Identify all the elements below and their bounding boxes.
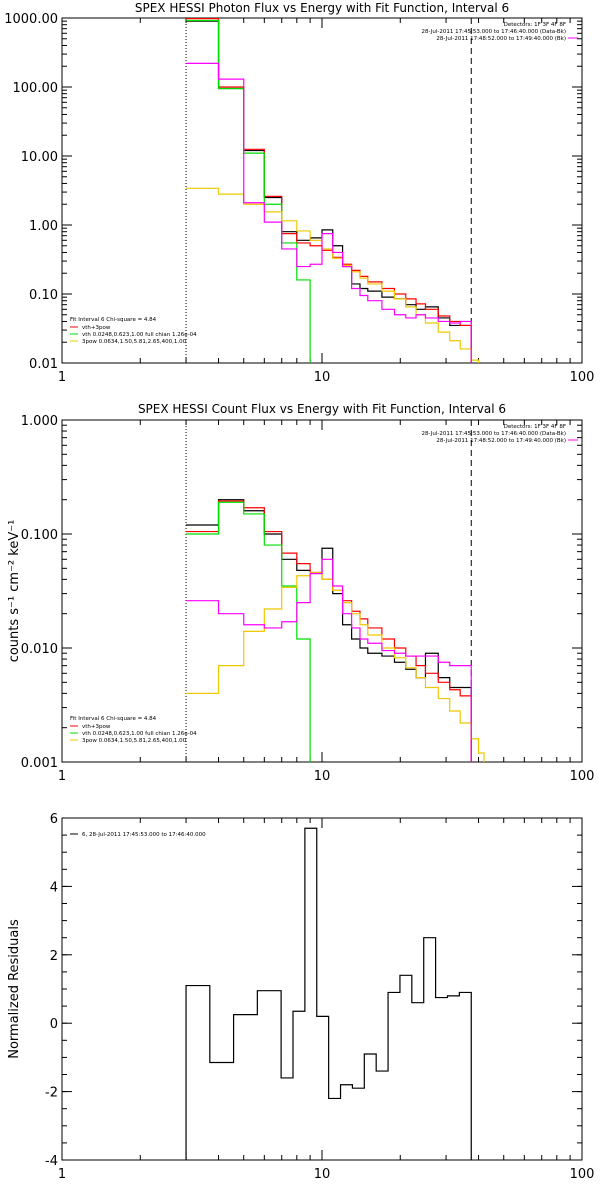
x-tick-label: 10 [314,370,331,385]
series-line-1 [186,18,472,363]
series-line-0 [186,499,472,762]
header-line: 28-Jul-2011 17:48:52.000 to 17:49:40.000… [436,438,566,444]
header-line: 28-Jul-2011 17:45:53.000 to 17:46:40.000… [422,431,567,437]
plot-area [185,420,485,762]
plot-area [185,18,480,363]
y-tick-label: 4 [50,880,58,895]
header-line: 28-Jul-2011 17:48:52.000 to 17:49:40.000… [436,36,566,42]
plot-area [185,827,472,1160]
y-axis-label: Normalized Residuals [7,919,22,1059]
x-tick-label: 1 [58,769,66,784]
y-tick-label: 0 [50,1017,58,1032]
header-line: Detectors: 1F 3F 4F 8F [504,22,566,28]
legend-label: vth 0.0248,0.623,1.00 full chian 1.26e-0… [82,731,197,737]
series-line-2 [186,501,311,762]
series-line-0 [185,827,472,1160]
series-line-1 [186,500,472,762]
legend-label: 3pow 0.0634,1.50,5.81,2.65,400,1.00 [82,738,187,744]
series-line-4 [186,62,472,363]
plot-frame [61,17,583,364]
series-line-3 [186,571,485,762]
y-tick-label: 0.010 [21,642,58,657]
y-tick-label: 0.01 [29,357,58,372]
y-tick-label: 2 [50,949,58,964]
chart-title: SPEX HESSI Count Flux vs Energy with Fit… [138,402,506,416]
legend-label: 6, 28-Jul-2011 17:45:53.000 to 17:46:40.… [82,832,206,838]
y-tick-label: 6 [50,812,58,827]
y-axis-label: counts s⁻¹ cm⁻² keV⁻¹ [7,520,22,663]
y-tick-label: 100.00 [13,81,59,96]
series-line-2 [186,19,311,363]
y-tick-label: 1.000 [21,414,58,429]
x-tick-label: 100 [570,769,595,784]
legend-title: Fit Interval 6 Chi-square = 4.84 [70,716,157,722]
y-tick-label: -2 [45,1086,58,1101]
y-tick-label: 0.100 [21,528,58,543]
photon-flux-panel: SPEX HESSI Photon Flux vs Energy with Fi… [4,1,594,385]
y-tick-label: -4 [45,1154,58,1169]
header-line: Detectors: 1F 3F 4F 8F [504,424,566,430]
y-tick-label: 0.001 [21,756,58,771]
series-line-3 [186,187,480,363]
count-flux-panel: SPEX HESSI Count Flux vs Energy with Fit… [7,402,595,784]
y-tick-label: 1.00 [29,219,58,234]
series-line-4 [186,558,472,762]
residuals-panel: 1 10 100 -4 -2 0 2 4 6 Normalized Residuals 6, 28-… [7,812,594,1182]
y-tick-label: 10.00 [21,150,58,165]
x-tick-label: 100 [570,370,595,385]
legend-label: 3pow 0.0634,1.50,5.81,2.65,400,1.00 [82,339,187,345]
x-tick-label: 10 [314,769,331,784]
x-tick-label: 1 [58,1167,66,1182]
legend-label: vth+3pow [82,724,111,730]
plot-frame [61,419,583,763]
header-line: 28-Jul-2011 17:45:53.000 to 17:46:40.000… [422,29,567,35]
y-tick-label: 1000.00 [4,12,58,27]
legend-title: Fit Interval 6 Chi-square = 4.84 [70,317,157,323]
plot-frame [61,817,583,1161]
legend-label: vth+3pow [82,325,111,331]
series-line-0 [186,20,472,363]
x-tick-label: 10 [314,1167,331,1182]
x-tick-label: 1 [58,370,66,385]
x-tick-label: 100 [570,1167,595,1182]
legend-label: vth 0.0248,0.623,1.00 full chian 1.26e-0… [82,332,197,338]
y-tick-label: 0.10 [29,288,58,303]
chart-title: SPEX HESSI Photon Flux vs Energy with Fi… [135,1,509,15]
